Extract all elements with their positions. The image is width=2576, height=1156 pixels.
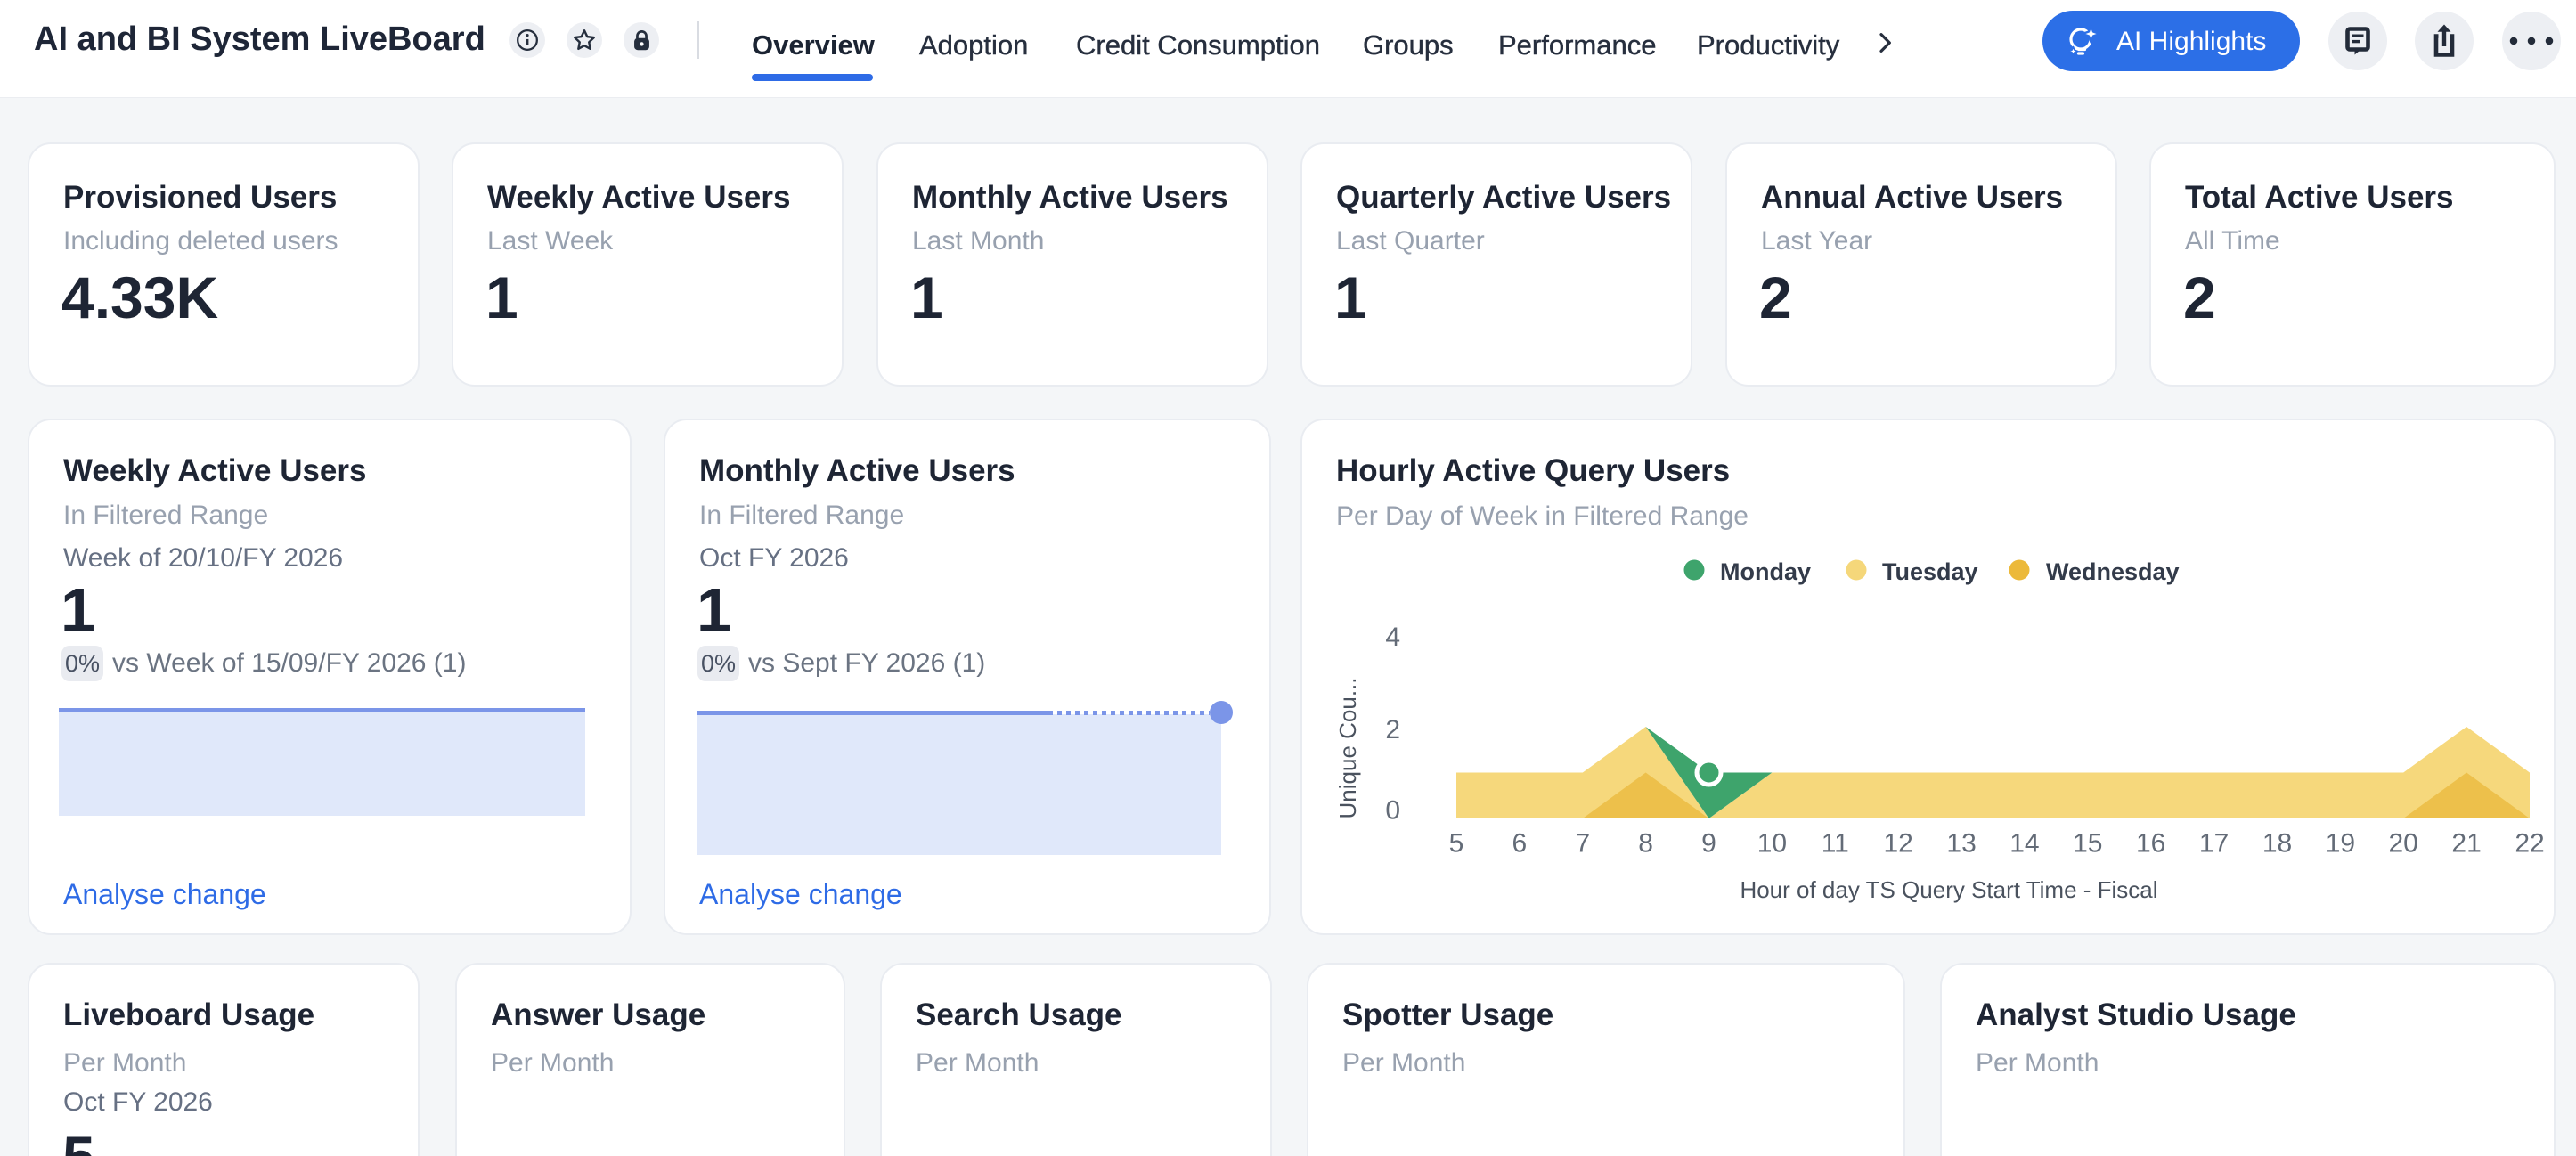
svg-text:Unique Cou...: Unique Cou...: [1334, 678, 1361, 819]
svg-text:16: 16: [2136, 829, 2165, 859]
svg-text:2: 2: [1385, 715, 1400, 745]
svg-text:19: 19: [2326, 829, 2355, 859]
svg-text:7: 7: [1575, 829, 1590, 859]
svg-text:14: 14: [2009, 829, 2039, 859]
svg-text:22: 22: [2515, 829, 2544, 859]
svg-text:5: 5: [1449, 829, 1464, 859]
svg-text:Monday: Monday: [1720, 558, 1811, 585]
svg-text:9: 9: [1701, 829, 1716, 859]
svg-text:11: 11: [1822, 829, 1849, 859]
svg-text:10: 10: [1757, 829, 1787, 859]
svg-text:8: 8: [1638, 829, 1653, 859]
svg-text:Wednesday: Wednesday: [2046, 558, 2180, 585]
svg-text:17: 17: [2199, 829, 2229, 859]
svg-text:4: 4: [1385, 623, 1400, 652]
svg-text:6: 6: [1512, 829, 1528, 859]
svg-text:13: 13: [1946, 829, 1976, 859]
svg-text:0: 0: [1385, 796, 1400, 826]
svg-text:18: 18: [2262, 829, 2292, 859]
svg-text:Tuesday: Tuesday: [1882, 558, 1978, 585]
svg-text:Hour of day TS Query Start Tim: Hour of day TS Query Start Time - Fiscal: [1740, 876, 2157, 903]
svg-text:20: 20: [2389, 829, 2418, 859]
svg-text:21: 21: [2451, 829, 2481, 859]
svg-text:12: 12: [1884, 829, 1913, 859]
svg-text:15: 15: [2073, 829, 2102, 859]
